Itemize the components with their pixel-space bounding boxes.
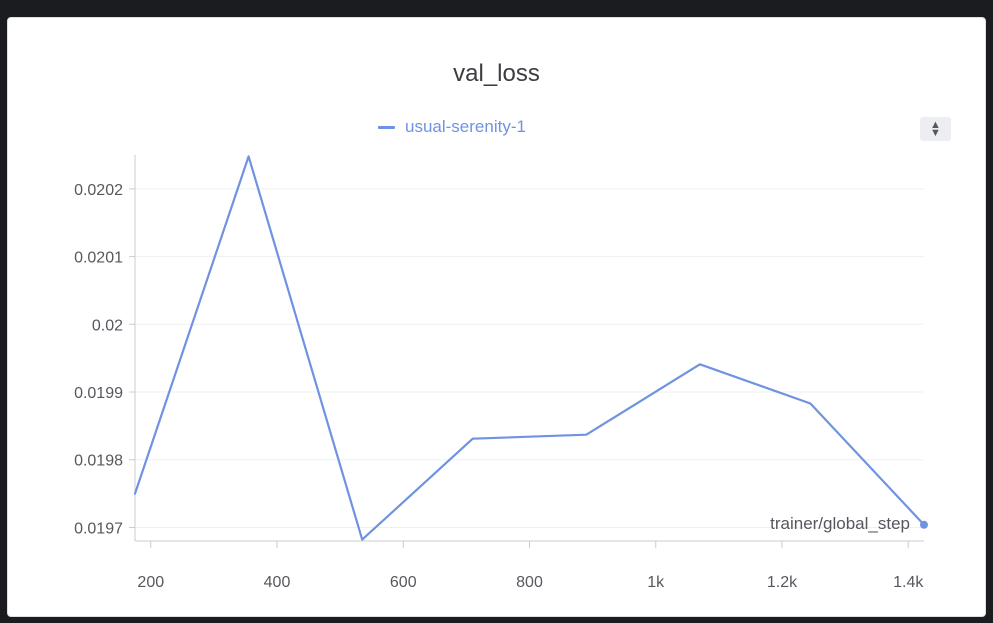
x-tick-label: 400	[264, 574, 291, 591]
x-tick-label: 800	[516, 574, 543, 591]
y-tick-label: 0.0201	[74, 250, 123, 267]
data-point	[920, 520, 928, 529]
series-line-usual-serenity-1	[133, 155, 926, 541]
y-tick-label: 0.0199	[74, 385, 123, 402]
chart-panel	[7, 17, 986, 617]
x-tick-label: 1k	[647, 574, 665, 591]
x-axis-title: trainer/global_step	[770, 514, 910, 533]
x-tick-label: 1.4k	[893, 574, 924, 591]
x-tick-label: 200	[137, 574, 164, 591]
sort-arrows-icon: ▲ ▼	[930, 119, 941, 139]
y-tick-label: 0.0197	[74, 520, 123, 537]
legend[interactable]: usual-serenity-1	[378, 117, 526, 137]
y-tick-label: 0.02	[92, 317, 123, 334]
legend-swatch	[378, 125, 395, 129]
y-tick-label: 0.0198	[74, 453, 123, 470]
y-tick-label: 0.0202	[74, 182, 123, 199]
x-tick-label: 1.2k	[767, 574, 798, 591]
x-tick-label: 600	[390, 574, 417, 591]
legend-label: usual-serenity-1	[405, 117, 526, 136]
chart-title: val_loss	[453, 60, 540, 87]
sort-button[interactable]: ▲ ▼	[920, 117, 951, 141]
